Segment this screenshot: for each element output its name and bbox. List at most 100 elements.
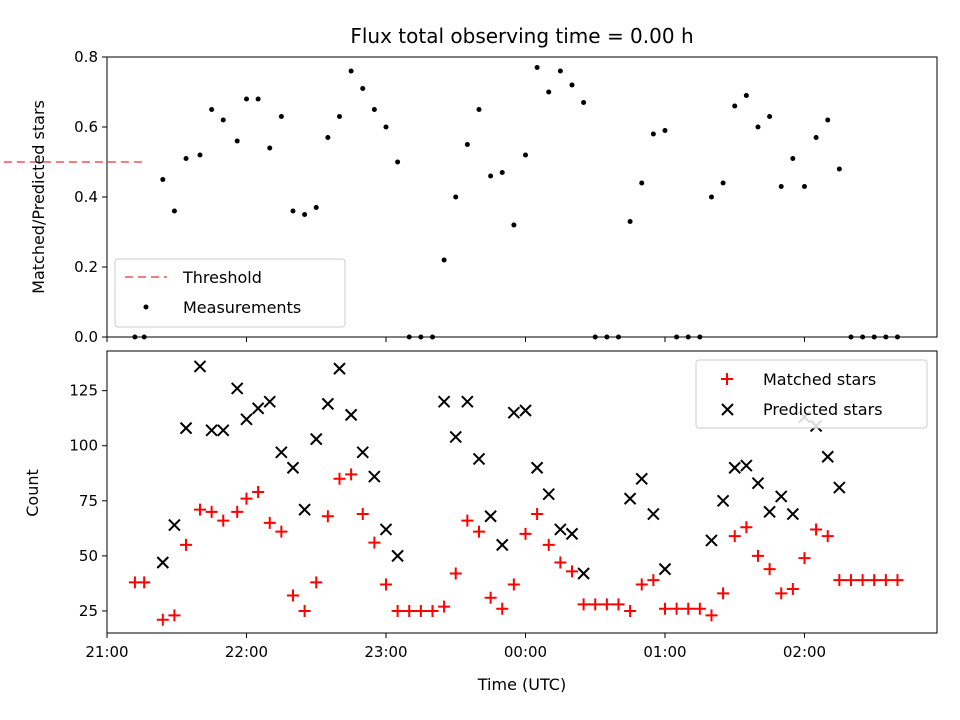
- measurement-point: [267, 145, 273, 151]
- predicted-point: [333, 362, 346, 375]
- predicted-point: [786, 507, 800, 521]
- matched-point: [310, 576, 323, 589]
- measurement-point: [604, 334, 610, 340]
- matched-point: [403, 604, 416, 617]
- predicted-point: [298, 503, 311, 516]
- count-x-tick-label: 02:00: [783, 643, 826, 661]
- measurement-point: [406, 334, 412, 340]
- predicted-point: [205, 424, 218, 437]
- predicted-point: [507, 406, 521, 419]
- measurement-point: [627, 219, 633, 224]
- measurement-point: [778, 184, 784, 189]
- ratio-y-tick-label: 0.0: [74, 328, 98, 346]
- matched-point: [345, 468, 358, 481]
- predicted-point: [344, 408, 358, 422]
- matched-point: [240, 492, 253, 505]
- predicted-point: [321, 397, 335, 411]
- predicted-point: [821, 450, 834, 463]
- legend-matched-label: Matched stars: [763, 370, 876, 389]
- matched-point: [356, 508, 369, 521]
- measurement-point: [183, 156, 189, 161]
- predicted-point: [833, 481, 846, 494]
- matched-point: [612, 598, 625, 611]
- measurement-point: [557, 68, 563, 74]
- measurement-point: [418, 334, 424, 340]
- measurement-point: [848, 334, 854, 340]
- measurement-point: [464, 142, 470, 147]
- count-x-tick-label: 21:00: [85, 643, 128, 661]
- matched-point: [705, 609, 718, 622]
- predicted-point: [554, 523, 567, 536]
- measurement-point: [813, 135, 819, 140]
- count-panel-frame: [106, 350, 938, 634]
- ratio-y-ticks: 0.0 0.2 0.4 0.6 0.8: [74, 48, 107, 346]
- ratio-y-axis-label: Matched/Predicted stars: [29, 100, 48, 294]
- x-axis-label: Time (UTC): [477, 675, 566, 694]
- count-y-axis-label: Count: [23, 469, 42, 517]
- count-y-tick-label: 50: [79, 547, 98, 565]
- matched-point: [461, 514, 474, 527]
- matched-point: [263, 516, 276, 529]
- measurement-point: [522, 152, 528, 158]
- matched-point: [565, 565, 578, 578]
- matched-point: [728, 530, 741, 543]
- matched-point: [891, 574, 904, 587]
- matched-point: [693, 602, 706, 615]
- measurement-point: [639, 180, 645, 186]
- predicted-point: [275, 446, 288, 459]
- measurement-point: [871, 334, 877, 340]
- matched-point: [205, 505, 218, 518]
- matched-point: [856, 574, 869, 587]
- predicted-point: [519, 404, 532, 417]
- matched-point: [635, 578, 648, 591]
- measurement-point: [499, 170, 505, 175]
- matched-point: [449, 567, 462, 580]
- measurement-point: [674, 334, 680, 340]
- measurement-point: [534, 65, 540, 70]
- measurement-point: [220, 117, 226, 123]
- predicted-point: [356, 446, 369, 459]
- matched-point: [217, 514, 230, 527]
- measurement-point: [546, 89, 552, 95]
- measurement-point: [383, 124, 389, 130]
- predicted-point: [623, 492, 637, 505]
- measurement-point: [141, 334, 147, 340]
- count-y-tick-label: 125: [69, 382, 98, 400]
- measurement-point: [860, 334, 866, 340]
- measurement-point: [662, 128, 668, 133]
- matched-point: [810, 523, 823, 536]
- measurement-point: [790, 156, 796, 161]
- matched-point: [472, 525, 485, 538]
- predicted-point: [647, 507, 660, 521]
- count-y-tick-label: 100: [69, 437, 98, 455]
- matched-point: [658, 602, 671, 615]
- matched-point: [717, 587, 730, 600]
- count-y-tick-label: 25: [79, 602, 98, 620]
- ratio-legend: Threshold Measurements: [114, 258, 346, 328]
- matched-points: [128, 468, 904, 626]
- matched-point: [751, 549, 764, 562]
- matched-point: [775, 587, 788, 600]
- matched-point: [670, 602, 683, 615]
- ratio-y-tick-label: 0.6: [74, 118, 98, 136]
- measurement-point: [243, 96, 249, 102]
- measurement-point: [883, 334, 889, 340]
- count-x-tick-label: 00:00: [504, 643, 547, 661]
- count-x-ticks: 21:00 22:00 23:00 00:00 01:00 02:00: [85, 633, 826, 661]
- ratio-x-ticks: [106, 337, 805, 342]
- measurement-point: [755, 124, 761, 130]
- measurement-point: [395, 159, 401, 165]
- matched-point: [426, 604, 439, 617]
- predicted-point: [286, 461, 300, 474]
- ratio-y-tick-label: 0.2: [74, 258, 98, 276]
- matched-point: [844, 574, 857, 587]
- measurement-point: [441, 257, 447, 263]
- matched-point: [868, 574, 881, 587]
- legend-measurement-swatch: [143, 304, 149, 310]
- measurement-point: [360, 86, 366, 91]
- measurement-point: [234, 138, 240, 144]
- matched-point: [763, 563, 776, 576]
- matched-point: [180, 538, 193, 551]
- count-y-tick-label: 75: [79, 492, 98, 510]
